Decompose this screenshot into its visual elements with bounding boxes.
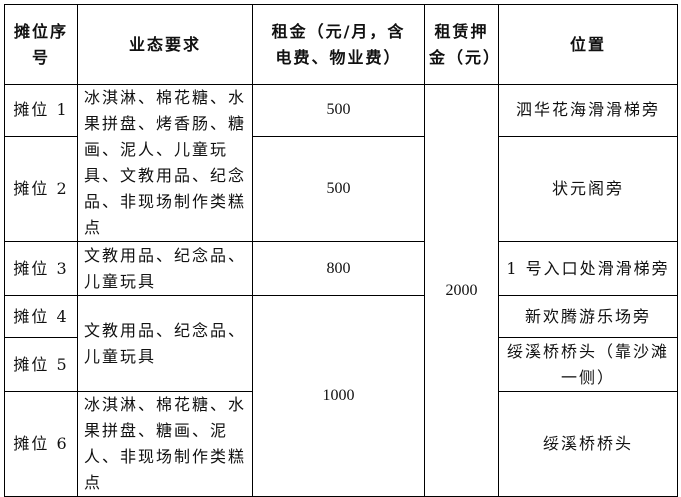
- stall-cell: 摊位 1: [4, 84, 78, 137]
- rent-cell: 1000: [252, 295, 425, 497]
- business-cell: 冰淇淋、棉花糖、水果拼盘、烤香肠、糖画、泥人、儿童玩具、文教用品、纪念品、非现场…: [77, 84, 253, 242]
- rent-cell: 500: [252, 135, 425, 243]
- table-row: 摊位 1 冰淇淋、棉花糖、水果拼盘、烤香肠、糖画、泥人、儿童玩具、文教用品、纪念…: [4, 84, 678, 497]
- business-cell: 文教用品、纪念品、儿童玩具: [77, 295, 253, 392]
- stall-cell: 摊位 4: [4, 295, 78, 338]
- rent-cell: 500: [252, 84, 425, 137]
- rent-cell: 800: [252, 241, 425, 296]
- header-row: 摊位序号 业态要求 租金（元/月，含电费、物业费） 租赁押金（元） 位置: [4, 4, 678, 85]
- table-row: 摊位 5 绥溪桥桥头（靠沙滩一侧）: [4, 337, 678, 392]
- deposit-cell: 2000: [424, 84, 499, 497]
- location-cell: 泗华花海滑滑梯旁: [498, 84, 678, 137]
- stall-cell: 摊位 3: [4, 241, 78, 296]
- header-business: 业态要求: [77, 4, 253, 85]
- stall-rental-table: 摊位序号 业态要求 租金（元/月，含电费、物业费） 租赁押金（元） 位置 摊位 …: [4, 4, 678, 497]
- location-cell: 新欢腾游乐场旁: [498, 295, 678, 338]
- location-cell: 绥溪桥桥头（靠沙滩一侧）: [498, 337, 678, 392]
- table-row: 摊位 3 文教用品、纪念品、儿童玩具 800 1 号入口处滑滑梯旁: [4, 241, 678, 296]
- business-cell: 文教用品、纪念品、儿童玩具: [77, 241, 253, 296]
- table-row: 摊位 4 文教用品、纪念品、儿童玩具 1000 新欢腾游乐场旁: [4, 295, 678, 497]
- header-deposit: 租赁押金（元）: [424, 4, 499, 85]
- header-location: 位置: [498, 4, 678, 85]
- stall-cell: 摊位 6: [4, 391, 78, 497]
- location-cell: 状元阁旁: [498, 135, 678, 243]
- table-row: 摊位 2 500 状元阁旁: [4, 135, 678, 243]
- business-cell: 冰淇淋、棉花糖、水果拼盘、糖画、泥人、非现场制作类糕点: [77, 391, 253, 497]
- stall-cell: 摊位 2: [4, 135, 78, 243]
- stall-cell: 摊位 5: [4, 337, 78, 392]
- header-rent: 租金（元/月，含电费、物业费）: [252, 4, 425, 85]
- header-stall-no: 摊位序号: [4, 4, 78, 85]
- location-cell: 1 号入口处滑滑梯旁: [498, 241, 678, 296]
- location-cell: 绥溪桥桥头: [498, 391, 678, 497]
